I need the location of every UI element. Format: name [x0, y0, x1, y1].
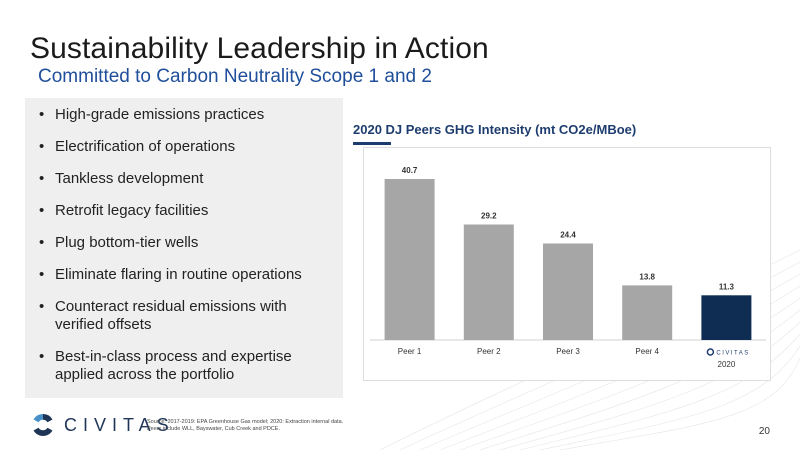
x-tick-label: Peer 3 [556, 347, 580, 356]
bar [463, 224, 514, 340]
bullet-panel: High-grade emissions practices Electrifi… [25, 98, 343, 398]
bullet-item: Eliminate flaring in routine operations [35, 266, 333, 284]
logo-mark-icon [706, 348, 715, 356]
logo-wordmark: CIVITAS [64, 414, 175, 435]
civitas-tick-logo: CIVITAS [706, 348, 749, 357]
x-tick-label: Peer 4 [635, 347, 659, 356]
bullet-item: Plug bottom-tier wells [35, 234, 333, 252]
data-label: 11.3 [719, 282, 735, 291]
company-logo: CIVITAS [30, 412, 175, 438]
bar [543, 243, 593, 340]
source-note: Source: 2017-2019: EPA Greenhouse Gas mo… [147, 419, 397, 433]
bar-chart: 40.7 Peer 1 29.2 Peer 2 24.4 Peer 3 13.8 Peer 4… [370, 166, 766, 369]
bar [384, 179, 435, 340]
chart-container: 40.7 Peer 1 29.2 Peer 2 24.4 Peer 3 13.8 Peer 4… [363, 147, 771, 381]
slide-subtitle: Committed to Carbon Neutrality Scope 1 a… [38, 66, 432, 87]
bullet-list: High-grade emissions practices Electrifi… [35, 106, 333, 384]
x-tick-label: 2020 [718, 360, 736, 369]
chart-title-underline [353, 142, 391, 145]
x-tick-label: Peer 2 [477, 347, 501, 356]
logo-wordmark: CIVITAS [716, 351, 749, 357]
bullet-item: Best-in-class process and expertise appl… [35, 348, 333, 384]
page-number: 20 [758, 426, 770, 437]
data-label: 24.4 [560, 230, 576, 239]
source-line: Source: 2017-2019: EPA Greenhouse Gas mo… [147, 419, 344, 425]
bullet-item: Counteract residual emissions with verif… [35, 298, 333, 334]
bullet-item: Retrofit legacy facilities [35, 202, 333, 220]
bullet-item: High-grade emissions practices [35, 106, 333, 124]
bar [701, 295, 752, 340]
slide-title: Sustainability Leadership in Action [30, 32, 489, 65]
data-label: 29.2 [481, 211, 497, 220]
bullet-item: Tankless development [35, 170, 333, 188]
data-label: 13.8 [639, 272, 655, 281]
x-tick-label: Peer 1 [398, 347, 422, 356]
data-label: 40.7 [402, 166, 418, 175]
logo-mark-icon [33, 414, 53, 436]
bullet-item: Electrification of operations [35, 138, 333, 156]
chart-title: 2020 DJ Peers GHG Intensity (mt CO2e/MBo… [353, 122, 637, 137]
bar [622, 285, 673, 340]
source-line: Peers include WLL, Bayswater, Cub Creek … [147, 426, 280, 432]
